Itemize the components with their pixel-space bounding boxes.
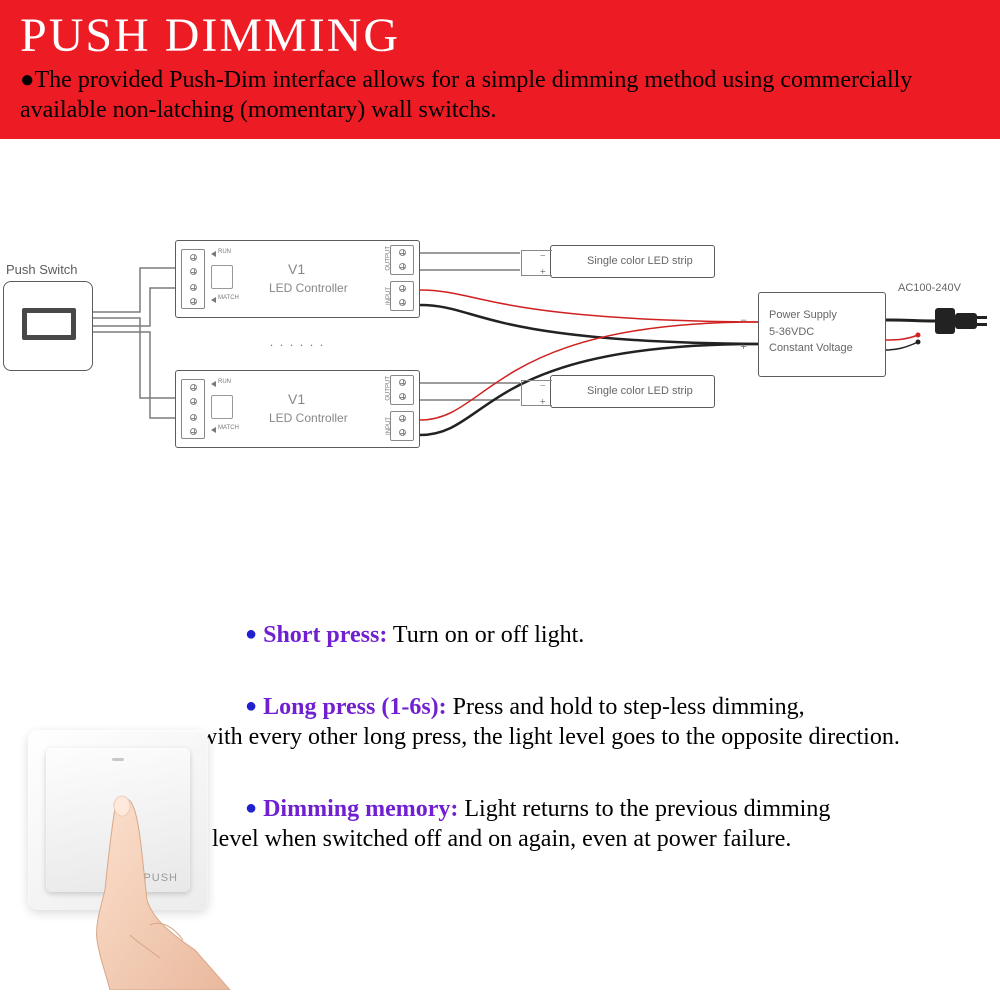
wall-switch-icon: PUSH <box>28 730 208 910</box>
wiring-diagram: Push Switch − + − + − + <box>0 230 1000 510</box>
feature-dimming-memory-line2: level when switched off and on again, ev… <box>212 824 791 855</box>
svg-text:+: + <box>740 339 747 353</box>
ac-label: AC100-240V <box>898 282 961 294</box>
led-strip: Single color LED strip <box>550 375 715 408</box>
ellipsis: . . . . . . <box>270 335 325 350</box>
svg-text:−: − <box>740 313 747 327</box>
header-description: ●The provided Push-Dim interface allows … <box>20 65 980 125</box>
feature-dimming-memory: ● Dimming memory: Light returns to the p… <box>245 794 830 825</box>
feature-long-press-line2: with every other long press, the light l… <box>200 722 900 753</box>
led-controller: RUN MATCH V1 LED Controller OUTPUT INPUT <box>175 370 420 448</box>
push-label: PUSH <box>143 872 178 884</box>
feature-short-press: ● Short press: Turn on or off light. <box>245 620 584 651</box>
led-strip: Single color LED strip <box>550 245 715 278</box>
header-banner: PUSH DIMMING ●The provided Push-Dim inte… <box>0 0 1000 139</box>
led-controller: RUN MATCH V1 LED Controller OUTPUT INPUT <box>175 240 420 318</box>
feature-long-press: ● Long press (1-6s): Press and hold to s… <box>245 692 805 723</box>
header-title: PUSH DIMMING <box>20 8 980 63</box>
power-supply: Power Supply 5-36VDC Constant Voltage <box>758 292 886 377</box>
